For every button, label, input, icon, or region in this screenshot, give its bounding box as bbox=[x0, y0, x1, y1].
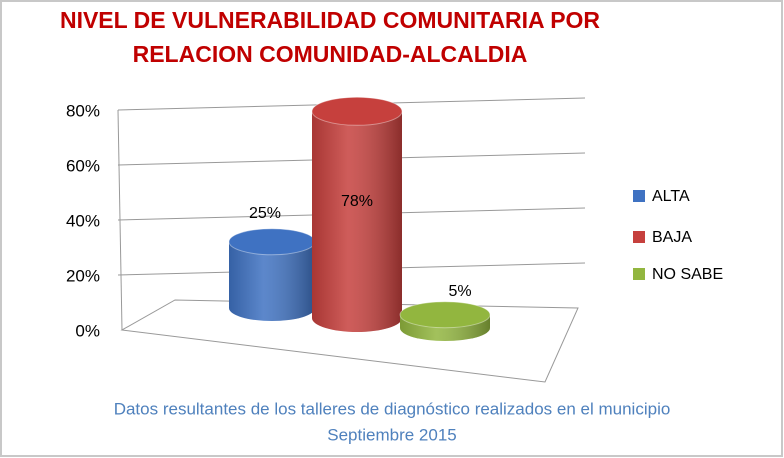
floor bbox=[120, 299, 579, 383]
bar-top bbox=[311, 96, 403, 126]
bar-shade bbox=[229, 241, 315, 321]
caption: Datos resultantes de los talleres de dia… bbox=[114, 399, 671, 418]
data-label: 25% bbox=[249, 205, 281, 222]
legend-swatch bbox=[633, 190, 645, 202]
bar-shade bbox=[312, 111, 402, 332]
y-tick-label: 40% bbox=[66, 211, 100, 230]
legend-label: ALTA bbox=[652, 188, 690, 205]
y-tick-label: 0% bbox=[75, 321, 100, 340]
bar bbox=[399, 301, 491, 341]
chart-title: RELACION COMUNIDAD-ALCALDIA bbox=[133, 41, 528, 67]
y-tick-label: 60% bbox=[66, 156, 100, 175]
bar bbox=[311, 96, 403, 332]
bar bbox=[228, 228, 316, 321]
y-tick-label: 80% bbox=[66, 101, 100, 120]
legend-label: BAJA bbox=[652, 229, 692, 246]
legend-swatch bbox=[633, 231, 645, 243]
data-label: 5% bbox=[448, 283, 471, 300]
caption: Septiembre 2015 bbox=[327, 425, 456, 444]
legend-swatch bbox=[633, 268, 645, 280]
bar-top bbox=[228, 228, 316, 256]
y-tick-label: 20% bbox=[66, 266, 100, 285]
data-label: 78% bbox=[341, 193, 373, 210]
chart-title: NIVEL DE VULNERABILIDAD COMUNITARIA POR bbox=[60, 7, 600, 33]
legend-label: NO SABE bbox=[652, 266, 723, 283]
bar-top bbox=[399, 301, 491, 329]
